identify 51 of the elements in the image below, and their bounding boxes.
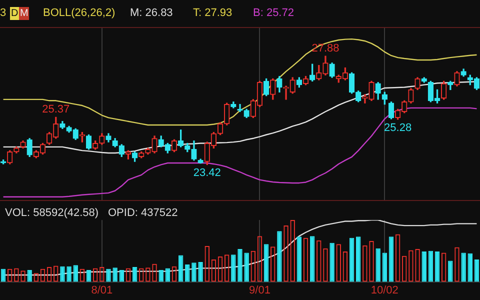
x-tick-label: 9/01 bbox=[249, 284, 270, 296]
bar bbox=[349, 238, 354, 282]
annotation: 25.37 bbox=[42, 104, 70, 116]
bar bbox=[428, 250, 434, 282]
bar bbox=[461, 252, 466, 282]
bar bbox=[106, 268, 111, 282]
bar bbox=[388, 236, 394, 282]
bar bbox=[244, 252, 249, 282]
bar bbox=[434, 252, 440, 282]
bar bbox=[73, 265, 78, 282]
text: M bbox=[19, 7, 30, 20]
bar bbox=[356, 236, 361, 282]
bar bbox=[132, 266, 138, 282]
bar bbox=[27, 270, 32, 282]
bar bbox=[66, 266, 72, 282]
text: 3 bbox=[0, 7, 6, 20]
bar bbox=[119, 270, 124, 282]
bar bbox=[296, 236, 302, 282]
bar bbox=[382, 252, 388, 282]
x-tick-label: 8/01 bbox=[91, 284, 113, 296]
bar bbox=[238, 249, 242, 282]
bar bbox=[192, 262, 196, 282]
annotation: 25.28 bbox=[384, 122, 412, 134]
bar bbox=[112, 268, 118, 282]
bar bbox=[277, 231, 282, 282]
bar bbox=[468, 253, 473, 282]
bar bbox=[448, 260, 453, 282]
bar bbox=[185, 264, 190, 282]
bar bbox=[0, 268, 6, 282]
text: B: 25.72 bbox=[253, 7, 294, 20]
bar bbox=[165, 268, 170, 282]
text: OPID: 437522 bbox=[108, 207, 178, 220]
bar bbox=[158, 270, 164, 282]
bar bbox=[264, 244, 269, 282]
bar bbox=[60, 266, 65, 282]
text: M: 26.83 bbox=[130, 7, 173, 20]
text: D bbox=[10, 7, 20, 20]
x-tick-label: 10/02 bbox=[370, 284, 398, 296]
text: VOL: 58592(42.58) bbox=[5, 207, 99, 220]
bar bbox=[422, 252, 426, 282]
annotation: 23.42 bbox=[193, 167, 221, 180]
bar bbox=[474, 260, 480, 282]
bar bbox=[86, 270, 92, 282]
bar bbox=[231, 254, 236, 282]
bar bbox=[330, 242, 334, 282]
text: T: 27.93 bbox=[193, 7, 232, 20]
text: BOLL(26,26,2) bbox=[43, 7, 116, 20]
bar bbox=[310, 236, 315, 282]
bar bbox=[376, 248, 380, 282]
bar bbox=[198, 262, 203, 282]
annotation: 27.88 bbox=[312, 42, 340, 55]
